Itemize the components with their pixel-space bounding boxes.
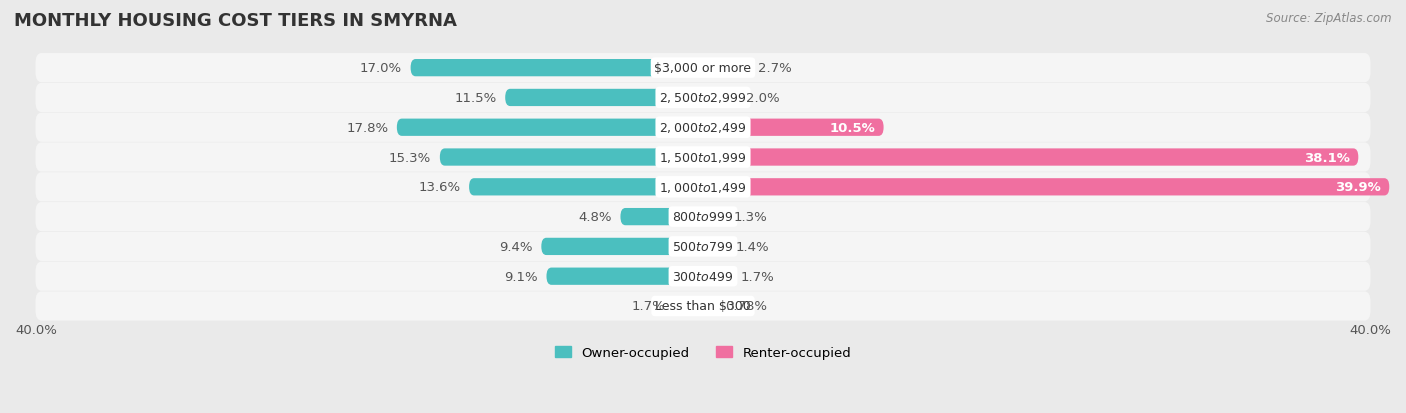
Text: $800 to $999: $800 to $999 <box>672 211 734 223</box>
Text: $1,500 to $1,999: $1,500 to $1,999 <box>659 151 747 165</box>
Text: 4.8%: 4.8% <box>578 211 612 223</box>
FancyBboxPatch shape <box>703 268 733 285</box>
Text: 40.0%: 40.0% <box>1350 323 1391 337</box>
Text: 2.7%: 2.7% <box>758 62 792 75</box>
FancyBboxPatch shape <box>35 113 1371 142</box>
FancyBboxPatch shape <box>703 119 883 137</box>
Text: 15.3%: 15.3% <box>389 151 432 164</box>
FancyBboxPatch shape <box>35 292 1371 321</box>
FancyBboxPatch shape <box>505 90 703 107</box>
FancyBboxPatch shape <box>703 238 727 255</box>
FancyBboxPatch shape <box>703 60 749 77</box>
Text: 9.1%: 9.1% <box>505 270 538 283</box>
FancyBboxPatch shape <box>703 90 737 107</box>
Legend: Owner-occupied, Renter-occupied: Owner-occupied, Renter-occupied <box>550 341 856 365</box>
Text: $2,500 to $2,999: $2,500 to $2,999 <box>659 91 747 105</box>
FancyBboxPatch shape <box>673 298 703 315</box>
FancyBboxPatch shape <box>35 143 1371 172</box>
Text: 1.3%: 1.3% <box>734 211 768 223</box>
Text: 17.8%: 17.8% <box>346 121 388 134</box>
FancyBboxPatch shape <box>547 268 703 285</box>
FancyBboxPatch shape <box>35 84 1371 113</box>
Text: Source: ZipAtlas.com: Source: ZipAtlas.com <box>1267 12 1392 25</box>
Text: 1.7%: 1.7% <box>631 300 665 313</box>
FancyBboxPatch shape <box>703 179 1389 196</box>
FancyBboxPatch shape <box>35 173 1371 202</box>
Text: MONTHLY HOUSING COST TIERS IN SMYRNA: MONTHLY HOUSING COST TIERS IN SMYRNA <box>14 12 457 30</box>
Text: 13.6%: 13.6% <box>419 181 461 194</box>
FancyBboxPatch shape <box>703 209 725 226</box>
FancyBboxPatch shape <box>35 202 1371 232</box>
Text: 11.5%: 11.5% <box>454 92 496 104</box>
Text: 0.78%: 0.78% <box>725 300 768 313</box>
FancyBboxPatch shape <box>411 60 703 77</box>
Text: $3,000 or more: $3,000 or more <box>655 62 751 75</box>
Text: 17.0%: 17.0% <box>360 62 402 75</box>
Text: 10.5%: 10.5% <box>830 121 875 134</box>
FancyBboxPatch shape <box>620 209 703 226</box>
Text: $1,000 to $1,499: $1,000 to $1,499 <box>659 180 747 195</box>
FancyBboxPatch shape <box>470 179 703 196</box>
FancyBboxPatch shape <box>703 298 717 315</box>
Text: 2.0%: 2.0% <box>747 92 779 104</box>
Text: 38.1%: 38.1% <box>1303 151 1350 164</box>
Text: 1.4%: 1.4% <box>735 240 769 253</box>
Text: Less than $300: Less than $300 <box>655 300 751 313</box>
Text: $300 to $499: $300 to $499 <box>672 270 734 283</box>
Text: $2,000 to $2,499: $2,000 to $2,499 <box>659 121 747 135</box>
FancyBboxPatch shape <box>541 238 703 255</box>
Text: 39.9%: 39.9% <box>1334 181 1381 194</box>
FancyBboxPatch shape <box>35 262 1371 291</box>
FancyBboxPatch shape <box>440 149 703 166</box>
FancyBboxPatch shape <box>396 119 703 137</box>
Text: 40.0%: 40.0% <box>15 323 56 337</box>
FancyBboxPatch shape <box>703 149 1358 166</box>
FancyBboxPatch shape <box>35 54 1371 83</box>
FancyBboxPatch shape <box>35 232 1371 261</box>
Text: 9.4%: 9.4% <box>499 240 533 253</box>
Text: $500 to $799: $500 to $799 <box>672 240 734 253</box>
Text: 1.7%: 1.7% <box>741 270 775 283</box>
